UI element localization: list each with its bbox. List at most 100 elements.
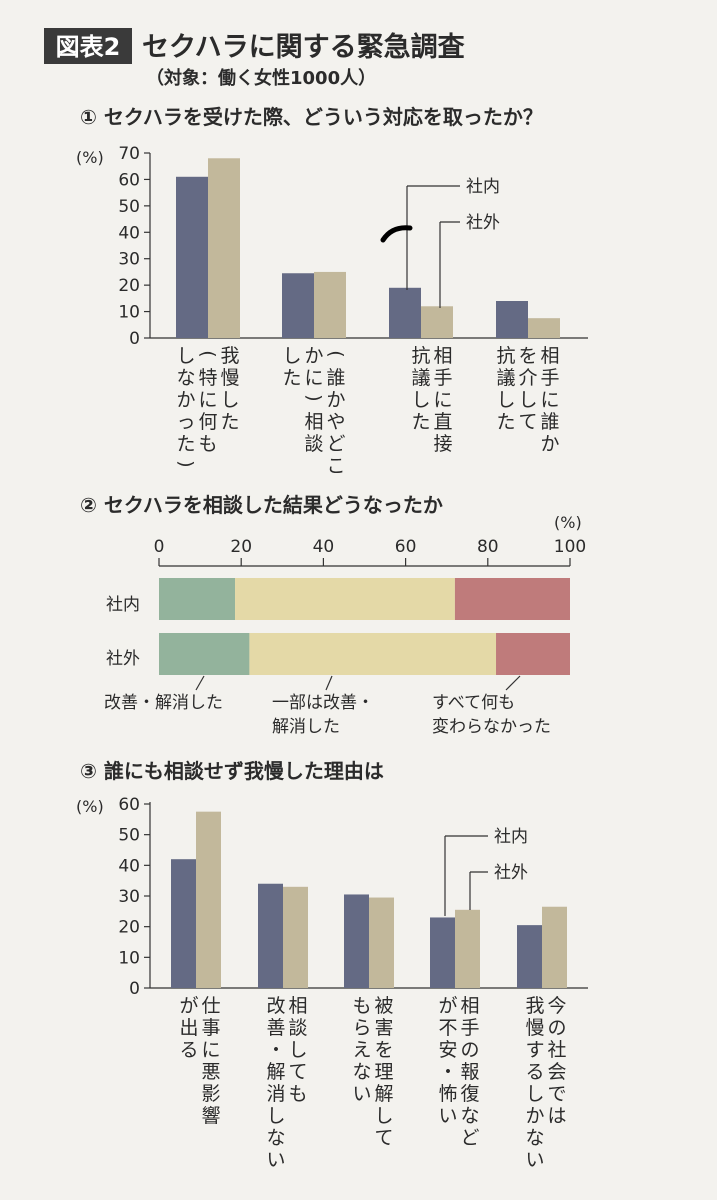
- category-char: 悪: [201, 1061, 220, 1083]
- x-tick-label: 0: [154, 537, 165, 557]
- x-tick-label: 40: [313, 537, 335, 557]
- category-char: し: [282, 345, 301, 367]
- bar-outside: [314, 271, 346, 338]
- category-char: が: [179, 995, 198, 1017]
- category-char: 不: [438, 1017, 457, 1039]
- category-char: し: [496, 389, 515, 411]
- category-char: な: [266, 1127, 285, 1149]
- category-char: 善: [266, 1017, 285, 1039]
- category-char: が: [438, 995, 457, 1017]
- category-char: し: [176, 345, 195, 367]
- category-char: 社: [547, 1039, 566, 1061]
- category-char: 談: [288, 1017, 307, 1039]
- y-tick-label: 10: [118, 303, 140, 323]
- category-label-column: が不安・怖い: [438, 995, 457, 1127]
- category-char: 解: [374, 1083, 393, 1105]
- category-char: 議: [411, 367, 430, 389]
- figure-badge-bg: [44, 28, 132, 64]
- category-char: に: [304, 367, 323, 389]
- category-char: い: [352, 1083, 371, 1105]
- category-char: 議: [496, 367, 515, 389]
- y-tick-label: 0: [129, 329, 140, 349]
- chart3-unit: (%): [76, 797, 104, 816]
- category-char: ら: [352, 1017, 371, 1039]
- chart-response: ① セクハラを受けた際、どういう対応を取ったか？ (%) 0 10 20 30 40 50…: [76, 105, 588, 477]
- category-char: い: [438, 1105, 457, 1127]
- stacked-segment: [159, 578, 236, 620]
- category-char: 抗: [411, 345, 430, 367]
- y-tick-label: 30: [118, 887, 140, 907]
- category-char: っ: [176, 411, 195, 433]
- category-char: 手: [460, 1017, 479, 1039]
- category-char: に: [198, 389, 217, 411]
- bar-outside: [196, 811, 221, 988]
- category-char: 談: [304, 433, 323, 455]
- bar-outside: [542, 906, 567, 988]
- category-char: し: [288, 1039, 307, 1061]
- category-char: を: [374, 1039, 393, 1061]
- bar-outside: [455, 909, 480, 988]
- category-char: に: [433, 389, 452, 411]
- category-char: 我: [220, 345, 239, 367]
- chart-reasons: ③ 誰にも相談せず我慢した理由は (%) 0 10 20 30 40 50 60 仕事に悪影…: [76, 759, 588, 1171]
- y-tick-label: 0: [129, 979, 140, 999]
- category-char: 手: [540, 367, 559, 389]
- bar-inside: [389, 287, 421, 338]
- category-char: た: [496, 411, 515, 433]
- chart2-leader-unchanged: [505, 675, 521, 691]
- category-char: か: [525, 1105, 544, 1127]
- bar-outside: [369, 897, 394, 988]
- category-char: も: [198, 433, 217, 455]
- chart2-label-partial-2: 解消した: [272, 717, 340, 737]
- bar-inside: [258, 883, 283, 988]
- category-char: 接: [433, 433, 452, 455]
- category-char: 誰: [540, 411, 559, 433]
- category-char: 相: [433, 345, 452, 367]
- y-tick-label: 50: [118, 197, 140, 217]
- category-char: (: [325, 350, 347, 357]
- category-char: 何: [198, 411, 217, 433]
- y-tick-label: 20: [118, 918, 140, 938]
- chart-outcome: ② セクハラを相談した結果どうなったか (%) 0 20 40 60 80 100 社内 …: [80, 493, 586, 737]
- category-char: な: [460, 1105, 479, 1127]
- category-char: で: [547, 1083, 566, 1105]
- y-tick-label: 50: [118, 826, 140, 846]
- bar-outside: [208, 158, 240, 338]
- stacked-segment: [159, 633, 250, 675]
- category-char: 報: [460, 1061, 479, 1083]
- category-char: て: [374, 1127, 393, 1149]
- category-char: 安: [438, 1039, 457, 1061]
- chart2-label-unchanged-1: すべて何も: [432, 693, 515, 713]
- category-char: は: [547, 1105, 566, 1127]
- category-char: 誰: [326, 367, 345, 389]
- category-char: 手: [433, 367, 452, 389]
- category-char: 我: [525, 995, 544, 1017]
- category-char: に: [540, 389, 559, 411]
- chart2-row-outside: 社外: [106, 649, 140, 669]
- x-tick-label: 80: [477, 537, 499, 557]
- category-char: し: [374, 1105, 393, 1127]
- category-char: 理: [374, 1061, 393, 1083]
- category-char: ): [303, 394, 325, 401]
- category-char: 会: [547, 1061, 566, 1083]
- category-char: 特: [198, 367, 217, 389]
- bar-inside: [344, 894, 369, 988]
- chart2-leader-partial: [325, 675, 333, 691]
- category-label-column: かに) 相談: [303, 345, 325, 455]
- chart1-legend-inside: 社内: [466, 177, 500, 197]
- y-tick-label: 20: [118, 276, 140, 296]
- category-char: 相: [540, 345, 559, 367]
- category-char: 解: [266, 1061, 285, 1083]
- x-tick-label: 20: [230, 537, 252, 557]
- bar-inside: [430, 917, 455, 988]
- category-char: 事: [201, 1017, 220, 1039]
- bar-outside: [528, 318, 560, 338]
- category-char: 消: [266, 1083, 285, 1105]
- chart2-title: ② セクハラを相談した結果どうなったか: [80, 493, 443, 517]
- category-char: ど: [326, 433, 345, 455]
